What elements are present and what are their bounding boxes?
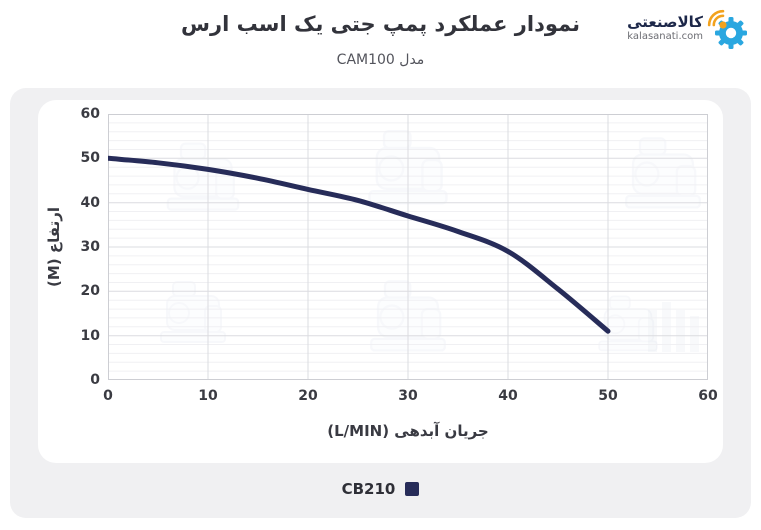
- x-tick-label: 20: [298, 388, 318, 404]
- logo-domain: kalasanati.com: [627, 31, 703, 43]
- pump-curve: [108, 155, 611, 334]
- signal-icon: [707, 9, 727, 29]
- gear-icon: [715, 17, 747, 49]
- x-tick-label: 10: [198, 388, 218, 404]
- y-tick-label: 10: [80, 327, 100, 344]
- logo-brand-name: کالاصنعتی: [627, 12, 703, 31]
- x-tick-label: 30: [398, 388, 418, 404]
- watermark-pump-image: [166, 142, 240, 211]
- gear-signal-icon: [707, 9, 747, 49]
- legend: CB210: [10, 480, 751, 498]
- site-logo: کالاصنعتی kalasanati.com: [627, 5, 751, 51]
- y-tick-label: 0: [90, 372, 100, 388]
- y-tick-label: 60: [80, 106, 100, 122]
- watermark-pump-image: [160, 281, 226, 343]
- chart-card: 0 10 20 30 40 50 60 0 10 20 30 40 50 60 جریان آبدهی …: [38, 100, 723, 463]
- y-tick-label: 40: [80, 194, 100, 211]
- y-tick-label: 50: [80, 150, 100, 167]
- page-title: نمودار عملکرد پمپ جتی یک اسب ارس: [181, 12, 580, 36]
- chart-panel: 0 10 20 30 40 50 60 0 10 20 30 40 50 60 جریان آبدهی …: [10, 88, 751, 518]
- y-tick-label: 20: [80, 283, 100, 300]
- logo-text: کالاصنعتی kalasanati.com: [627, 12, 703, 43]
- x-tick-label: 0: [103, 388, 113, 404]
- x-tick-label: 40: [498, 388, 518, 404]
- legend-color-swatch: [405, 482, 420, 496]
- x-tick-label: 60: [698, 388, 718, 404]
- y-tick-label: 30: [80, 239, 100, 255]
- watermark-pump-image: [598, 295, 658, 352]
- watermark-pump-image: [625, 137, 701, 209]
- page-subtitle: مدل CAM100: [336, 52, 425, 68]
- y-axis-title: ارتفاع (M): [45, 207, 63, 287]
- x-tick-label: 50: [598, 388, 618, 404]
- legend-series-label: CB210: [341, 480, 396, 498]
- plot-svg: [108, 114, 708, 380]
- x-axis-title: جریان آبدهی (L/MIN): [327, 422, 489, 440]
